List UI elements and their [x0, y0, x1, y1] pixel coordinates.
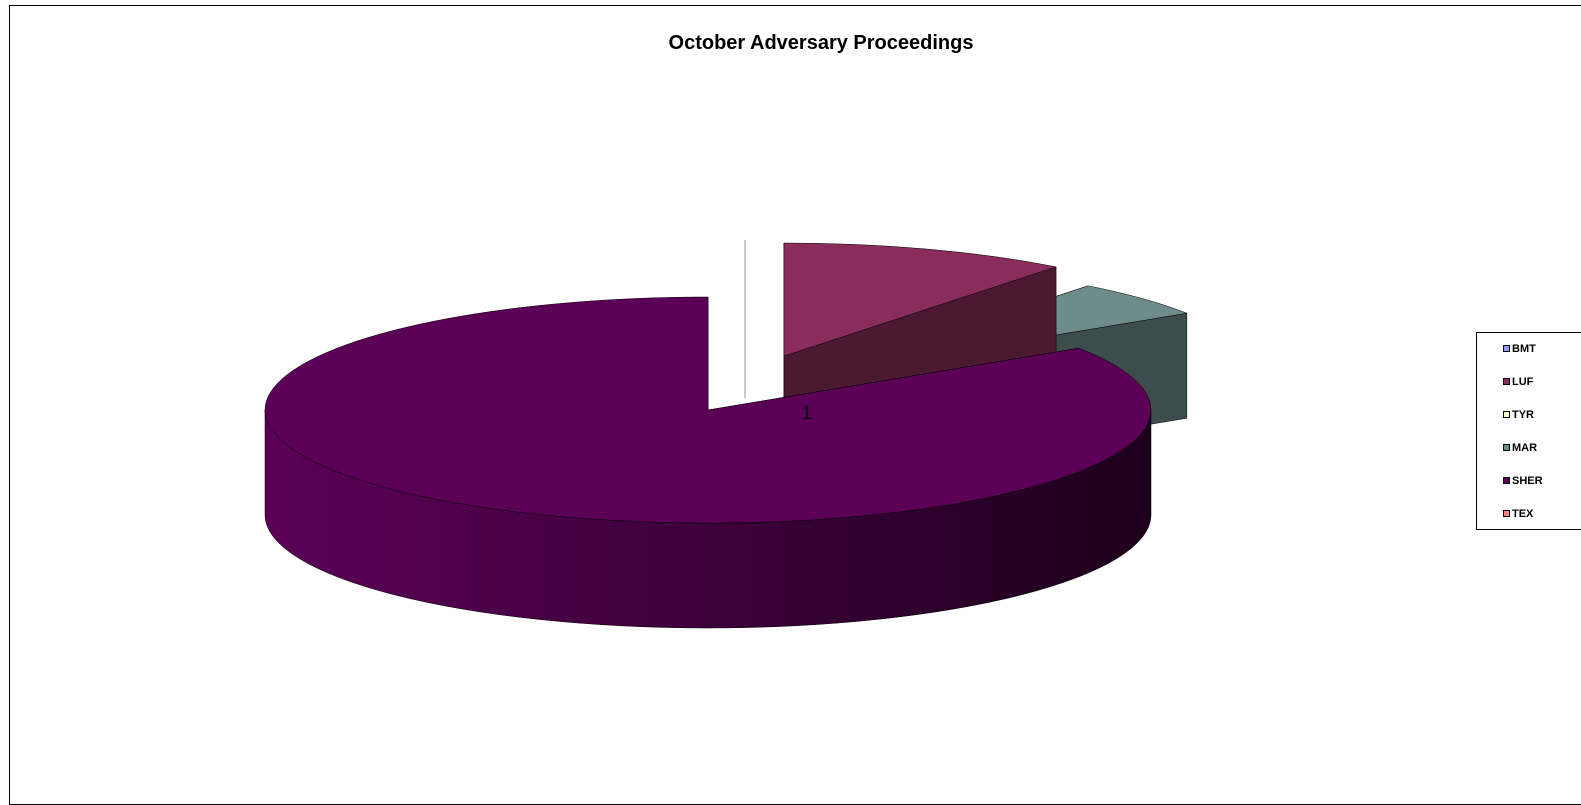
legend-swatch	[1503, 443, 1510, 451]
series-label: 1	[802, 403, 812, 423]
legend-item-tyr: TYR	[1503, 409, 1534, 421]
legend-label: TYR	[1512, 409, 1534, 421]
legend-item-bmt: BMT	[1503, 343, 1536, 355]
pie-slice-sher	[264, 296, 1152, 629]
chart-title: October Adversary Proceedings	[668, 32, 974, 54]
legend-swatch	[1503, 509, 1510, 517]
legend-swatch	[1503, 410, 1510, 418]
legend-item-luf: LUF	[1503, 376, 1533, 388]
legend-item-sher: SHER	[1503, 475, 1543, 487]
legend-label: MAR	[1512, 442, 1538, 454]
legend-label: SHER	[1512, 475, 1543, 487]
legend: BMT LUF TYR MAR SHER TEX	[1476, 332, 1581, 530]
legend-swatch	[1503, 476, 1510, 484]
legend-item-mar: MAR	[1503, 442, 1537, 454]
legend-item-tex: TEX	[1503, 508, 1533, 520]
legend-label: TEX	[1512, 508, 1534, 520]
legend-swatch	[1503, 377, 1510, 385]
legend-label: BMT	[1512, 343, 1536, 355]
legend-swatch	[1503, 344, 1510, 352]
legend-label: LUF	[1512, 376, 1534, 388]
